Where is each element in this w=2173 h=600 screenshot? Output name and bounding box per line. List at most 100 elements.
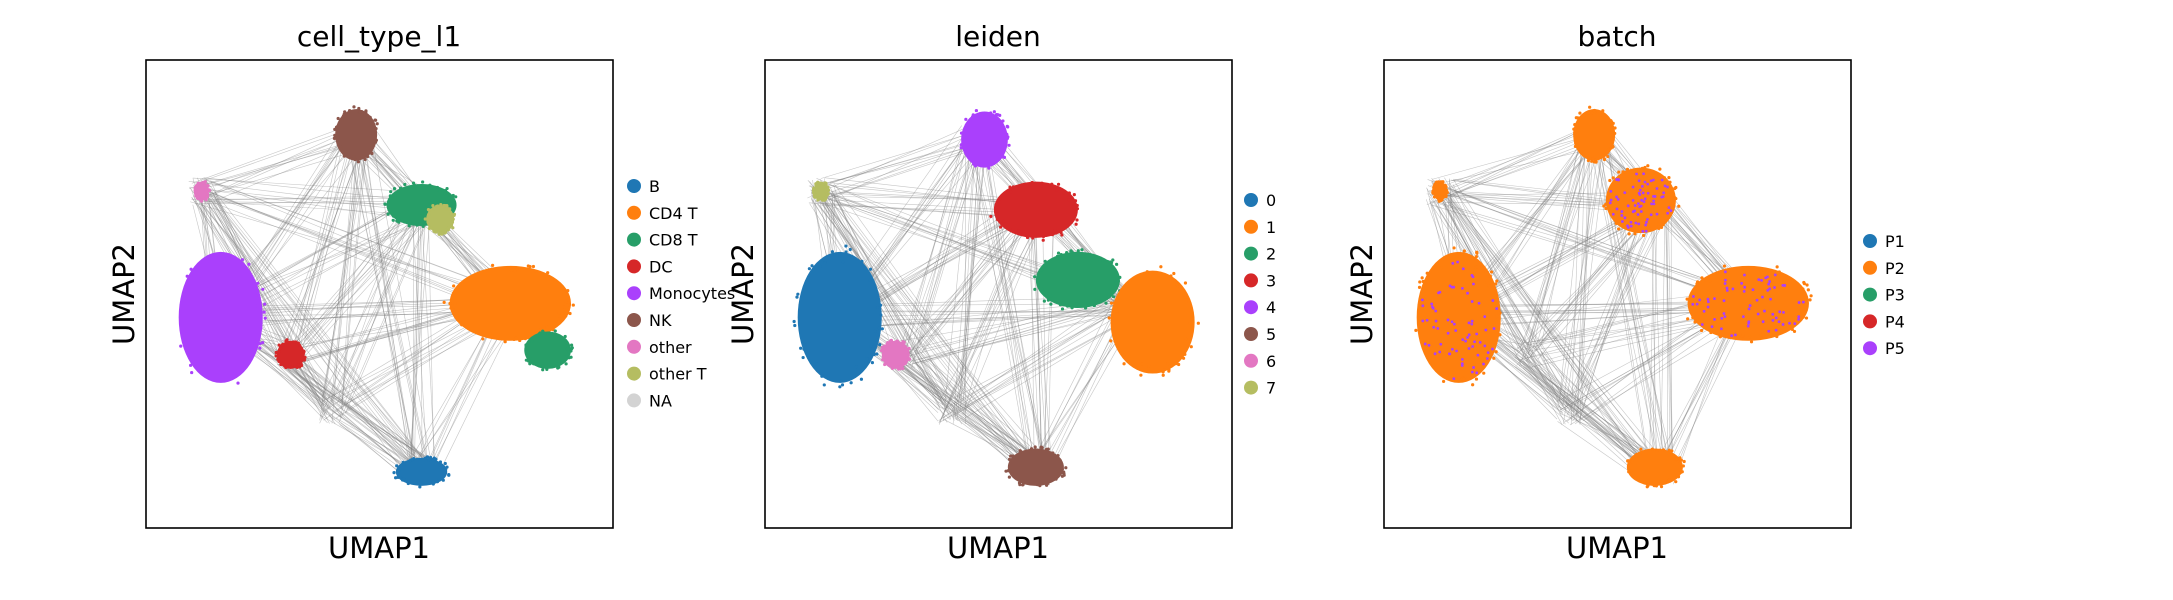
scatter-point xyxy=(276,357,280,361)
scatter-point xyxy=(453,301,457,306)
edge-line xyxy=(1034,210,1042,464)
scatter-point xyxy=(1445,371,1449,375)
scatter-point xyxy=(1457,376,1461,380)
scatter-point xyxy=(415,223,419,227)
scatter-point xyxy=(977,163,981,167)
legend-label: 0 xyxy=(1266,191,1276,210)
scatter-point xyxy=(795,295,799,299)
scatter-point xyxy=(1645,220,1648,224)
scatter-point xyxy=(1050,182,1054,186)
edge-line xyxy=(825,177,1032,202)
scatter-point xyxy=(352,155,356,159)
scatter-point xyxy=(1443,183,1447,187)
scatter-point xyxy=(1722,312,1726,315)
scatter-point xyxy=(431,457,435,462)
edge-line xyxy=(908,138,987,360)
edge-line xyxy=(1566,208,1671,416)
edge-line xyxy=(303,355,330,403)
scatter-point xyxy=(1621,170,1625,174)
scatter-point xyxy=(1067,198,1071,202)
scatter-point xyxy=(838,385,842,389)
edge-line xyxy=(1026,206,1041,461)
legend-marker xyxy=(1244,300,1258,315)
scatter-point xyxy=(1060,233,1064,237)
scatter-point xyxy=(1666,211,1670,215)
scatter-point xyxy=(1768,280,1771,283)
scatter-point xyxy=(1578,111,1582,115)
edge-line xyxy=(1567,207,1665,402)
scatter-point xyxy=(1021,482,1025,487)
edge-line xyxy=(1530,127,1584,357)
scatter-point xyxy=(1460,362,1464,366)
scatter-point xyxy=(1042,299,1046,303)
edge-line xyxy=(952,141,976,425)
scatter-point xyxy=(1696,318,1700,323)
scatter-point xyxy=(1075,302,1079,306)
scatter-point xyxy=(1010,472,1014,476)
scatter-point xyxy=(1145,270,1149,274)
scatter-point xyxy=(447,473,451,477)
edge-line xyxy=(814,182,965,412)
edge-line xyxy=(408,207,432,475)
scatter-point xyxy=(292,340,296,344)
scatter-point xyxy=(532,269,537,273)
scatter-point xyxy=(895,339,900,343)
scatter-point xyxy=(1574,141,1578,145)
edge-line xyxy=(1431,182,1566,409)
scatter-point xyxy=(528,362,532,366)
edge-line xyxy=(1030,196,1052,463)
legend-item: CD8 T xyxy=(627,231,698,250)
scatter-point xyxy=(448,301,452,306)
edge-line xyxy=(1515,215,1652,356)
scatter-point xyxy=(1695,302,1699,306)
cluster-2 xyxy=(1033,248,1122,311)
scatter-point xyxy=(998,197,1002,201)
edge-line xyxy=(410,197,423,483)
edge-line xyxy=(833,204,1043,466)
x-axis-label: UMAP1 xyxy=(947,531,1049,565)
scatter-point xyxy=(810,264,814,268)
edge-line xyxy=(899,359,1042,461)
legend-label: 3 xyxy=(1266,271,1276,290)
scatter-point xyxy=(303,355,307,360)
scatter-point xyxy=(1448,352,1452,356)
scatter-point xyxy=(1709,330,1713,335)
edge-line xyxy=(1660,317,1737,464)
scatter-point xyxy=(569,343,574,347)
edge-line xyxy=(1520,364,1647,461)
edge-line xyxy=(1526,349,1648,466)
scatter-point xyxy=(1782,310,1785,314)
scatter-point xyxy=(566,303,571,307)
scatter-point xyxy=(395,219,399,223)
edge-line xyxy=(909,126,980,355)
scatter-point xyxy=(1774,328,1778,332)
scatter-point xyxy=(962,129,967,133)
scatter-point xyxy=(1700,276,1704,280)
scatter-point xyxy=(449,212,453,216)
legend-item: P4 xyxy=(1863,312,1905,331)
scatter-point xyxy=(880,348,884,353)
scatter-point xyxy=(1115,309,1119,314)
scatter-point xyxy=(1008,185,1012,189)
scatter-point xyxy=(1627,470,1631,474)
edge-line xyxy=(938,291,1122,421)
scatter-point xyxy=(1426,280,1430,284)
edge-line xyxy=(981,139,1049,479)
x-axis-label: UMAP1 xyxy=(1566,531,1668,565)
scatter-point xyxy=(186,287,190,291)
scatter-point xyxy=(1038,268,1043,272)
scatter-point xyxy=(999,151,1004,155)
edge-line xyxy=(1517,217,1650,350)
scatter-point xyxy=(512,337,516,341)
scatter-point xyxy=(1488,274,1492,278)
scatter-point xyxy=(1688,301,1693,305)
scatter-point xyxy=(823,260,827,265)
scatter-point xyxy=(1722,264,1727,268)
edge-line xyxy=(939,208,1047,401)
scatter-point xyxy=(983,113,988,117)
edge-line xyxy=(1577,201,1660,405)
edge-line xyxy=(338,200,409,398)
scatter-point xyxy=(1661,223,1665,227)
scatter-point xyxy=(999,155,1003,159)
edge-line xyxy=(941,204,1036,419)
